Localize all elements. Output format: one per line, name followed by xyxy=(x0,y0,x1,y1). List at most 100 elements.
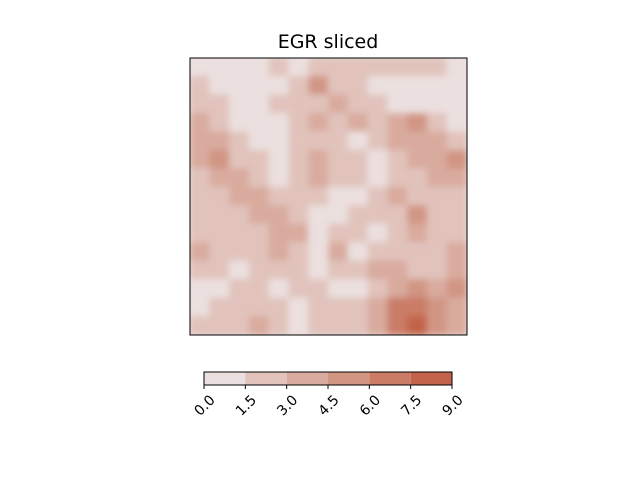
contour-cell xyxy=(446,186,467,207)
contour-cell xyxy=(347,223,369,244)
contour-cell xyxy=(288,279,310,299)
contour-cell xyxy=(407,297,428,318)
contour-cell xyxy=(328,94,349,114)
contour-cell xyxy=(347,75,369,96)
contour-cell xyxy=(347,316,369,335)
contour-cell xyxy=(209,297,231,318)
contour-cell xyxy=(308,279,329,299)
contour-cell xyxy=(308,168,329,188)
contour-cell xyxy=(426,131,448,151)
contour-cell xyxy=(248,94,270,114)
contour-cell xyxy=(387,260,409,281)
contour-cell xyxy=(190,223,211,244)
colorbar-tick-label: 7.5 xyxy=(398,392,425,419)
contour-cell xyxy=(229,94,250,114)
contour-cell xyxy=(248,75,270,96)
contour-cell xyxy=(446,279,467,299)
contour-cell xyxy=(426,260,448,281)
contour-cell xyxy=(268,205,290,225)
contour-cell xyxy=(367,58,389,77)
contour-cell xyxy=(426,316,448,335)
contour-cell xyxy=(190,297,211,318)
contour-cell xyxy=(387,168,409,188)
contour-cell xyxy=(387,149,409,170)
contour-cell xyxy=(268,242,290,262)
contour-cell xyxy=(209,316,231,335)
contour-cell xyxy=(229,279,250,299)
contour-cell xyxy=(446,316,467,335)
contour-cell xyxy=(248,242,270,262)
contour-cell xyxy=(407,242,428,262)
contour-cell xyxy=(446,260,467,281)
contour-cell xyxy=(387,94,409,114)
contour-cell xyxy=(308,112,329,133)
contour-cell xyxy=(248,205,270,225)
contour-cell xyxy=(268,131,290,151)
contour-cell xyxy=(229,131,250,151)
contour-cell xyxy=(248,260,270,281)
contour-cell xyxy=(288,149,310,170)
contour-cell xyxy=(229,75,250,96)
plot-frame xyxy=(189,57,468,336)
contour-cell xyxy=(367,205,389,225)
colorbar-bin xyxy=(204,372,246,385)
contour-cell xyxy=(288,186,310,207)
contour-cell xyxy=(407,316,428,335)
contour-cell xyxy=(426,94,448,114)
contour-cell xyxy=(229,186,250,207)
contour-field xyxy=(190,58,467,335)
contour-cell xyxy=(209,131,231,151)
contour-cell xyxy=(248,149,270,170)
contour-cell xyxy=(190,75,211,96)
contour-cell xyxy=(248,316,270,335)
contour-cell xyxy=(347,149,369,170)
contour-cell xyxy=(209,260,231,281)
contour-cell xyxy=(268,58,290,77)
contour-cell xyxy=(387,112,409,133)
contour-cell xyxy=(190,279,211,299)
contour-cell xyxy=(209,205,231,225)
contour-cell xyxy=(248,279,270,299)
contour-cell xyxy=(288,58,310,77)
contour-cell xyxy=(248,223,270,244)
contour-cell xyxy=(446,131,467,151)
contour-cell xyxy=(308,58,329,77)
contour-cell xyxy=(426,149,448,170)
contour-cell xyxy=(387,223,409,244)
contour-cell xyxy=(347,112,369,133)
contour-cell xyxy=(446,168,467,188)
contour-cell xyxy=(268,260,290,281)
colorbar: 0.0 1.5 3.0 4.5 6.0 7.5 9.0 xyxy=(192,371,467,419)
colorbar-bin xyxy=(286,372,328,385)
contour-cell xyxy=(446,75,467,96)
colorbar-bin xyxy=(328,372,370,385)
contour-cell xyxy=(190,205,211,225)
contour-cell xyxy=(407,94,428,114)
contour-cell xyxy=(268,279,290,299)
contour-cell xyxy=(328,297,349,318)
contour-cell xyxy=(268,75,290,96)
contour-cell xyxy=(387,242,409,262)
contour-cell xyxy=(190,260,211,281)
contour-cell xyxy=(229,223,250,244)
contour-cell xyxy=(308,149,329,170)
contour-cell xyxy=(367,112,389,133)
contour-cell xyxy=(387,58,409,77)
contour-cell xyxy=(367,260,389,281)
contour-cell xyxy=(347,242,369,262)
contour-cell xyxy=(387,205,409,225)
contour-cell xyxy=(268,316,290,335)
contour-cell xyxy=(407,186,428,207)
contour-cell xyxy=(308,260,329,281)
contour-cell xyxy=(426,297,448,318)
contour-cell xyxy=(268,149,290,170)
contour-cell xyxy=(328,58,349,77)
contour-cell xyxy=(407,260,428,281)
contour-cell xyxy=(407,112,428,133)
contour-cell xyxy=(367,149,389,170)
contour-cell xyxy=(209,279,231,299)
contour-cell xyxy=(308,94,329,114)
contour-cell xyxy=(446,205,467,225)
contour-cell xyxy=(347,205,369,225)
